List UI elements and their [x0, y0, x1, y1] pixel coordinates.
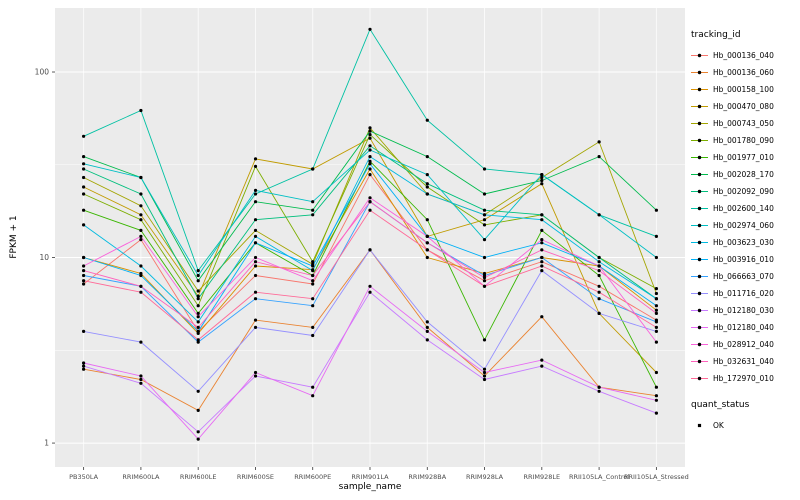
legend-item-label: Hb_003916_010	[713, 255, 774, 264]
legend-item-label: Hb_000743_050	[713, 119, 774, 128]
x-tick-label: RRII105LA_Control	[569, 473, 629, 481]
legend-item-label: Hb_012180_040	[713, 323, 774, 332]
legend-item-label: Hb_172970_010	[713, 374, 774, 383]
legend-item-label: Hb_000470_080	[713, 102, 774, 111]
legend-item: Hb_028912_040	[691, 336, 774, 353]
legend-item-label: Hb_001977_010	[713, 153, 774, 162]
legend-item-label: Hb_002600_140	[713, 204, 774, 213]
legend-key-icon	[691, 53, 708, 58]
legend-title: tracking_id	[691, 30, 741, 40]
legend-item-label: Hb_032631_040	[713, 357, 774, 366]
legend-key-icon	[691, 189, 708, 194]
legend-item-label: Hb_001780_090	[713, 136, 774, 145]
legend-item-label: Hb_066663_070	[713, 272, 774, 281]
legend-item-label: Hb_002974_060	[713, 221, 774, 230]
legend-key-icon	[691, 291, 708, 296]
legend-item: Hb_002600_140	[691, 200, 774, 217]
legend-key-icon	[691, 155, 708, 160]
x-tick-label: RRIM901LA	[351, 473, 389, 481]
legend-key-icon	[691, 206, 708, 211]
legend-key-icon	[691, 359, 708, 364]
point-key-icon	[697, 423, 702, 428]
legend-key-icon	[691, 342, 708, 347]
legend-item: Hb_002092_090	[691, 183, 774, 200]
legend-item-label: Hb_000136_040	[713, 51, 774, 60]
x-tick-label: RRII105LA_Stressed	[624, 473, 689, 481]
legend-key-icon	[691, 121, 708, 126]
legend-item-label: Hb_012180_030	[713, 306, 774, 315]
quant-legend-title: quant_status	[691, 400, 750, 410]
x-tick-label: PB350LA	[69, 473, 99, 481]
legend-key-icon	[691, 257, 708, 262]
x-tick-label: RRIM928LE	[523, 473, 560, 481]
legend-key-icon	[691, 325, 708, 330]
legend-item-label: Hb_002028_170	[713, 170, 774, 179]
legend-item: Hb_012180_030	[691, 302, 774, 319]
legend-item: Hb_001977_010	[691, 149, 774, 166]
legend-key-icon	[691, 104, 708, 109]
x-axis-title: sample_name	[338, 482, 402, 492]
x-tick-label: RRIM600LA	[122, 473, 160, 481]
legend-key-icon	[691, 87, 708, 92]
legend-item-label: Hb_000136_060	[713, 68, 774, 77]
legend-item: Hb_000136_060	[691, 64, 774, 81]
x-tick-label: RRIM600LE	[180, 473, 217, 481]
legend-item: Hb_000743_050	[691, 115, 774, 132]
x-tick-label: RRIM600SE	[237, 473, 274, 481]
legend-item: Hb_001780_090	[691, 132, 774, 149]
y-tick-label: 100	[35, 68, 50, 77]
legend-item-label: Hb_011716_020	[713, 289, 774, 298]
x-tick-label: RRIM928LA	[466, 473, 504, 481]
legend-key-icon	[691, 376, 708, 381]
legend-item-label: Hb_003623_030	[713, 238, 774, 247]
legend-item-label: Hb_028912_040	[713, 340, 774, 349]
quant-item-label: OK	[713, 421, 724, 430]
legend-key-icon	[691, 223, 708, 228]
legend-key-icon	[691, 274, 708, 279]
x-tick-label: RRIM928BA	[408, 473, 446, 481]
data-points	[82, 27, 659, 441]
axes: 1 10 100 PB350LA RRIM600LA RRIM600LE RRIM600SE…	[35, 68, 689, 481]
legend-item: Hb_012180_040	[691, 319, 774, 336]
legend-quant-status: quant_status OK	[691, 400, 749, 434]
legend-item: Hb_000470_080	[691, 98, 774, 115]
x-tick-label: RRIM600PE	[294, 473, 331, 481]
legend-key-icon	[691, 172, 708, 177]
legend-item: Hb_002974_060	[691, 217, 774, 234]
legend-item-label: Hb_002092_090	[713, 187, 774, 196]
legend-item: Hb_000158_100	[691, 81, 774, 98]
legend-key-icon	[691, 308, 708, 313]
legend-item: Hb_003623_030	[691, 234, 774, 251]
legend-item: Hb_011716_020	[691, 285, 774, 302]
legend-item-label: Hb_000158_100	[713, 85, 774, 94]
legend-item-ok: OK	[691, 417, 749, 434]
legend-item: Hb_000136_040	[691, 47, 774, 64]
y-tick-label: 1	[44, 439, 49, 448]
legend-key-icon	[691, 70, 708, 75]
legend-item: Hb_172970_010	[691, 370, 774, 387]
legend-item: Hb_032631_040	[691, 353, 774, 370]
legend-key-icon	[691, 240, 708, 245]
y-tick-label: 10	[39, 253, 49, 262]
legend-item: Hb_003916_010	[691, 251, 774, 268]
legend-item: Hb_066663_070	[691, 268, 774, 285]
legend-key-icon	[691, 138, 708, 143]
gridlines	[55, 8, 685, 467]
legend-tracking-id: tracking_id Hb_000136_040 Hb_000136_060	[691, 30, 774, 387]
y-axis-title: FPKM + 1	[9, 215, 19, 259]
legend-item: Hb_002028_170	[691, 166, 774, 183]
